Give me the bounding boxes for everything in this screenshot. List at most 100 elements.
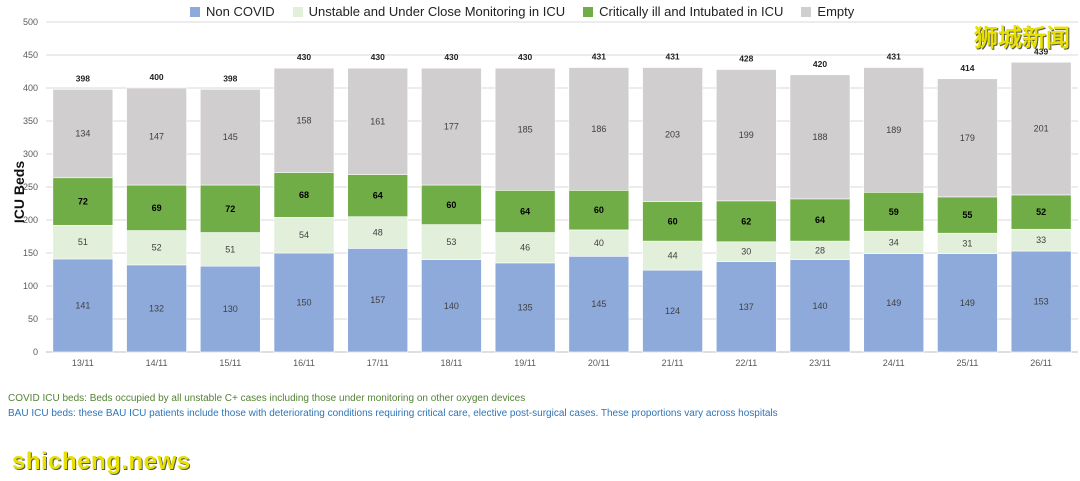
bar-segment	[199, 232, 261, 267]
data-label: 53	[446, 237, 456, 247]
bar-segment	[52, 258, 114, 353]
x-tick-label: 23/11	[809, 358, 831, 368]
y-axis-title: ICU Beds	[11, 160, 28, 224]
data-label: 72	[78, 197, 88, 207]
data-label: 185	[518, 124, 533, 134]
y-tick-label: 400	[23, 83, 38, 93]
total-label: 420	[813, 59, 827, 69]
bar-segment	[273, 172, 335, 218]
data-label: 54	[299, 230, 309, 240]
y-tick-label: 0	[33, 347, 38, 357]
x-tick-label: 18/11	[440, 358, 462, 368]
y-tick-label: 50	[28, 314, 38, 324]
bar-segment	[273, 217, 335, 254]
bar-segment	[715, 261, 777, 353]
data-label: 59	[889, 207, 899, 217]
data-label: 60	[668, 216, 678, 226]
total-label: 430	[297, 52, 311, 62]
bar-segment	[789, 74, 851, 200]
bar-segment	[494, 190, 556, 233]
y-tick-label: 100	[23, 281, 38, 291]
data-label: 149	[886, 298, 901, 308]
total-label: 414	[960, 63, 974, 73]
total-label: 430	[371, 52, 385, 62]
legend-label: Unstable and Under Close Monitoring in I…	[308, 4, 566, 19]
bar-segment	[937, 253, 998, 353]
bar-segment	[568, 67, 630, 191]
data-label: 132	[149, 303, 164, 313]
legend-label: Non COVID	[206, 4, 275, 19]
bar-segment	[1010, 61, 1072, 196]
data-label: 153	[1034, 297, 1049, 307]
data-label: 28	[815, 245, 825, 255]
bar-segment	[199, 265, 261, 353]
bar-segment	[715, 69, 777, 202]
data-label: 124	[665, 306, 680, 316]
bar-segment	[421, 184, 482, 225]
data-label: 30	[741, 247, 751, 257]
legend-item-non-covid: Non COVID	[190, 4, 275, 19]
legend-swatch	[583, 6, 594, 17]
bar-segment	[199, 89, 261, 186]
total-label: 431	[592, 52, 606, 62]
x-tick-label: 14/11	[146, 358, 168, 368]
bar-segment	[126, 230, 187, 266]
data-label: 201	[1034, 124, 1049, 134]
data-label: 140	[444, 301, 459, 311]
bar-segment	[421, 224, 482, 260]
data-label: 64	[520, 206, 530, 216]
data-label: 48	[373, 228, 383, 238]
bar-segment	[494, 262, 556, 353]
data-label: 51	[78, 237, 88, 247]
footnote-covid: COVID ICU beds: Beds occupied by all uns…	[8, 393, 526, 404]
chart-legend: Non COVID Unstable and Under Close Monit…	[190, 4, 854, 19]
data-label: 64	[373, 191, 383, 201]
data-label: 68	[299, 190, 309, 200]
data-label: 188	[812, 132, 827, 142]
data-label: 130	[223, 304, 238, 314]
bar-segment	[937, 78, 998, 198]
bar-segment	[421, 67, 482, 186]
bar-segment	[937, 196, 998, 234]
x-tick-label: 17/11	[367, 358, 389, 368]
x-tick-label: 15/11	[219, 358, 241, 368]
x-tick-label: 21/11	[662, 358, 684, 368]
legend-label: Critically ill and Intubated in ICU	[599, 4, 784, 19]
data-label: 140	[812, 301, 827, 311]
watermark-site: shicheng.news	[12, 448, 191, 475]
bar-segment	[568, 255, 630, 353]
data-label: 55	[962, 210, 972, 220]
bar-segment	[199, 184, 261, 233]
data-label: 69	[152, 203, 162, 213]
total-label: 431	[665, 52, 679, 62]
legend-label: Empty	[817, 4, 855, 19]
data-label: 60	[446, 200, 456, 210]
data-label: 33	[1036, 235, 1046, 245]
data-label: 157	[370, 295, 385, 305]
data-label: 52	[1036, 207, 1046, 217]
x-tick-label: 16/11	[293, 358, 315, 368]
bar-segment	[715, 200, 777, 243]
bar-segment	[52, 89, 114, 179]
footnote-bau: BAU ICU beds: these BAU ICU patients inc…	[8, 408, 778, 419]
data-label: 52	[152, 243, 162, 253]
bar-segment	[863, 67, 925, 193]
total-label: 428	[739, 54, 753, 64]
bar-segment	[347, 174, 409, 218]
legend-swatch	[190, 6, 200, 17]
total-label: 439	[1034, 46, 1048, 56]
x-tick-label: 26/11	[1030, 358, 1052, 368]
data-label: 31	[962, 238, 972, 248]
x-tick-label: 25/11	[956, 358, 978, 368]
legend-swatch	[801, 6, 812, 17]
total-label: 398	[223, 73, 237, 83]
bar-segment	[642, 67, 703, 202]
data-label: 145	[223, 132, 238, 142]
data-label: 134	[75, 129, 90, 139]
data-label: 72	[225, 204, 235, 214]
bar-segment	[421, 259, 482, 353]
bar-segment	[568, 190, 630, 231]
bar-segment	[642, 201, 703, 242]
data-label: 177	[444, 122, 459, 132]
